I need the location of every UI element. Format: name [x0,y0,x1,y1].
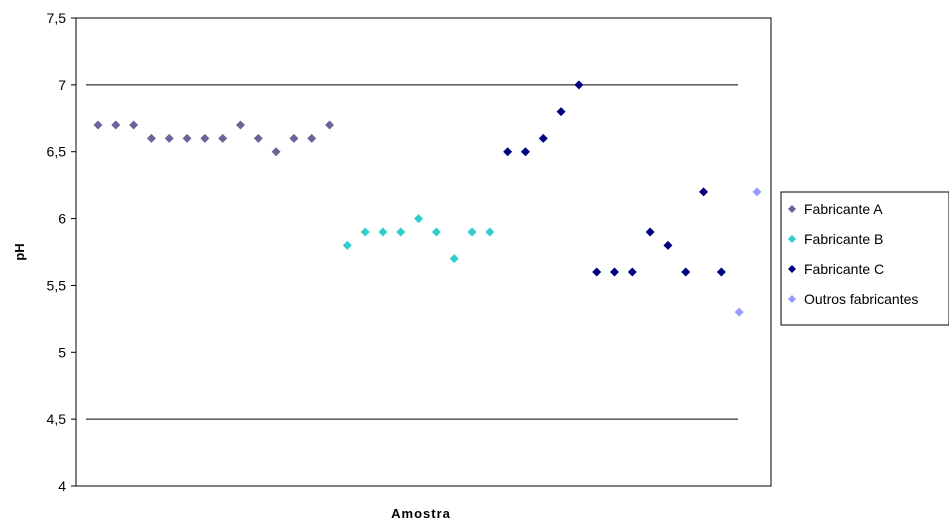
data-point-series-3 [716,267,726,277]
y-tick-label: 7,5 [47,10,67,26]
x-axis-title: Amostra [391,506,451,521]
plot-area [75,17,772,487]
y-tick-label: 6,5 [47,144,67,160]
data-point-series-4 [752,187,762,197]
y-tick-label: 6 [58,211,66,227]
data-point-series-1 [325,120,335,130]
data-point-series-2 [449,254,459,264]
reference-lines [86,84,738,420]
data-point-series-2 [378,227,388,237]
data-point-series-1 [200,133,210,143]
data-point-series-3 [556,107,566,117]
legend-box [780,191,949,326]
legend-label: Fabricante C [804,261,884,277]
data-point-series-1 [146,133,156,143]
data-point-series-1 [289,133,299,143]
data-point-series-1 [129,120,139,130]
data-point-series-3 [538,133,548,143]
data-point-series-2 [467,227,477,237]
data-point-series-3 [574,80,584,90]
data-point-series-2 [342,240,352,250]
data-point-series-1 [253,133,263,143]
legend: Fabricante A Fabricante B Fabricante C Outr… [780,191,949,326]
legend-label: Fabricante B [804,231,883,247]
data-point-series-3 [699,187,709,197]
data-point-series-3 [520,147,530,157]
data-point-series-3 [627,267,637,277]
data-point-series-3 [645,227,655,237]
legend-marker [788,235,796,243]
data-point-series-1 [271,147,281,157]
legend-marker [788,205,796,213]
legend-label: Outros fabricantes [804,291,918,307]
data-point-series-3 [592,267,602,277]
legend-marker [788,265,796,273]
data-point-series-2 [414,214,424,224]
data-point-series-2 [396,227,406,237]
data-point-series-3 [681,267,691,277]
data-point-series-3 [610,267,620,277]
y-axis-title: pH [12,243,27,260]
legend-marker [788,295,796,303]
legend-label: Fabricante A [804,201,883,217]
data-point-series-1 [235,120,245,130]
data-point-series-1 [218,133,228,143]
data-point-series-4 [734,307,744,317]
data-point-series-3 [503,147,513,157]
data-point-series-1 [93,120,103,130]
data-point-series-1 [182,133,192,143]
data-point-series-1 [111,120,121,130]
data-point-series-1 [307,133,317,143]
y-tick-label: 7 [58,77,66,93]
data-point-series-2 [360,227,370,237]
y-axis-ticks: 4 4,5 5 5,5 6 6,5 7 7,5 [47,10,76,494]
data-point-series-3 [663,240,673,250]
y-tick-label: 5,5 [47,277,67,293]
data-point-series-1 [164,133,174,143]
y-tick-label: 5 [58,344,66,360]
data-point-series-2 [485,227,495,237]
y-tick-label: 4,5 [47,411,67,427]
data-point-series-2 [431,227,441,237]
y-tick-label: 4 [58,478,66,494]
data-points [93,80,762,317]
